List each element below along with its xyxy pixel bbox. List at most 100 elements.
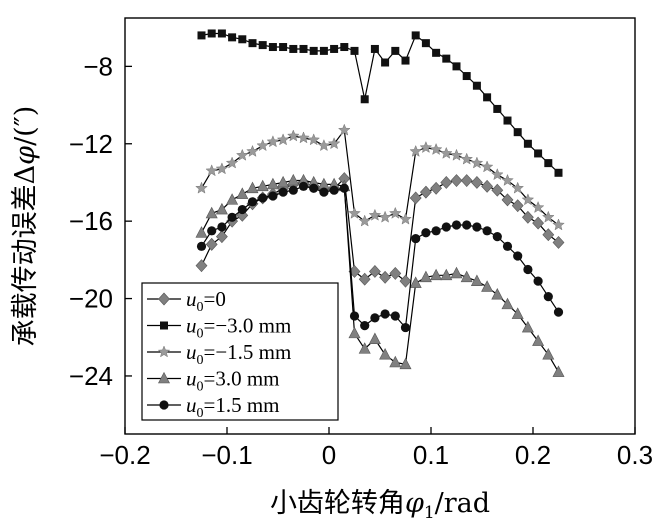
- legend-label: u0=−1.5 mm: [186, 340, 291, 368]
- axis-ticks: −0.2 −0.1 0 0.1 0.2 0.3 −8 −12 −16 −20 −24: [69, 51, 653, 470]
- legend-item: u0=1.5 mm: [147, 393, 280, 421]
- data-point: [501, 173, 514, 186]
- data-point: [511, 181, 525, 194]
- data-point: [226, 193, 239, 205]
- data-point: [483, 93, 492, 102]
- data-point: [268, 191, 278, 201]
- data-point: [379, 348, 392, 360]
- data-point: [380, 309, 390, 319]
- data-point: [450, 148, 463, 161]
- data-point: [472, 222, 482, 232]
- data-point: [421, 228, 431, 238]
- data-point: [205, 206, 218, 219]
- data-point: [531, 200, 545, 214]
- data-point: [256, 179, 269, 192]
- y-tick-label: −20: [69, 284, 113, 314]
- data-point: [266, 135, 280, 148]
- data-point: [348, 326, 361, 339]
- data-point: [298, 181, 309, 191]
- data-point: [470, 274, 483, 286]
- data-point: [289, 44, 298, 53]
- data-point: [390, 311, 400, 321]
- data-point: [523, 264, 533, 275]
- data-point: [419, 140, 433, 154]
- data-point: [501, 297, 514, 310]
- x-tick-label: 0.3: [617, 440, 653, 470]
- data-point: [237, 204, 247, 215]
- data-point: [533, 276, 543, 286]
- x-tick-label: −0.1: [201, 440, 252, 470]
- plot-frame: [124, 17, 636, 435]
- data-point: [401, 56, 410, 65]
- data-point: [379, 270, 392, 284]
- data-point: [493, 104, 502, 113]
- data-point: [195, 181, 208, 194]
- data-point: [227, 212, 237, 222]
- data-point: [409, 276, 422, 288]
- data-point: [378, 210, 392, 223]
- data-point: [430, 268, 443, 281]
- data-point: [339, 183, 349, 193]
- x-tick-label: 0: [322, 440, 336, 470]
- data-point: [288, 185, 298, 195]
- data-point: [502, 241, 513, 251]
- data-point: [246, 181, 259, 194]
- data-point: [552, 218, 565, 231]
- series-circle: [196, 181, 564, 333]
- series-line: [200, 128, 559, 226]
- data-point: [490, 168, 504, 181]
- data-point: [419, 185, 432, 199]
- x-tick-label: 0.1: [413, 440, 449, 470]
- series-triangle: [195, 173, 565, 377]
- data-point: [460, 174, 473, 187]
- data-point: [542, 228, 555, 242]
- data-point: [552, 365, 565, 377]
- data-point: [513, 128, 522, 137]
- data-point: [236, 187, 249, 199]
- data-point: [543, 292, 553, 302]
- data-point: [389, 355, 402, 368]
- legend-label: u0=0: [186, 287, 226, 315]
- data-point: [399, 212, 412, 225]
- data-point: [460, 270, 473, 283]
- data-point: [521, 320, 534, 333]
- data-point: [215, 162, 229, 175]
- y-tick-label: −8: [83, 51, 113, 81]
- x-tick-label: 0.2: [515, 440, 551, 470]
- data-point: [542, 348, 555, 360]
- data-point: [429, 142, 443, 155]
- y-tick-label: −24: [69, 361, 113, 391]
- data-point: [511, 307, 524, 319]
- data-point: [309, 46, 318, 55]
- data-point: [196, 241, 207, 251]
- data-point: [205, 237, 218, 251]
- data-point: [532, 334, 545, 346]
- data-point: [368, 208, 382, 221]
- data-point: [492, 232, 502, 242]
- data-point: [350, 46, 359, 55]
- data-point: [450, 174, 463, 187]
- data-point: [411, 31, 420, 40]
- data-point: [399, 357, 412, 370]
- data-point: [368, 265, 381, 278]
- data-point: [521, 210, 534, 224]
- data-point: [513, 251, 523, 261]
- data-point: [419, 270, 432, 283]
- data-point: [215, 230, 228, 244]
- data-point: [348, 206, 361, 219]
- x-axis-label: 小齿轮转角φ1/rad: [270, 488, 490, 523]
- data-point: [440, 268, 453, 281]
- data-point: [195, 259, 208, 273]
- data-point: [286, 129, 300, 142]
- data-point: [329, 185, 339, 195]
- data-point: [462, 72, 471, 81]
- data-point: [207, 226, 217, 236]
- data-point: [317, 139, 331, 152]
- data-point: [215, 202, 228, 215]
- data-point: [472, 81, 481, 90]
- data-point: [411, 233, 421, 244]
- data-point: [309, 183, 319, 193]
- series-line: [200, 177, 559, 283]
